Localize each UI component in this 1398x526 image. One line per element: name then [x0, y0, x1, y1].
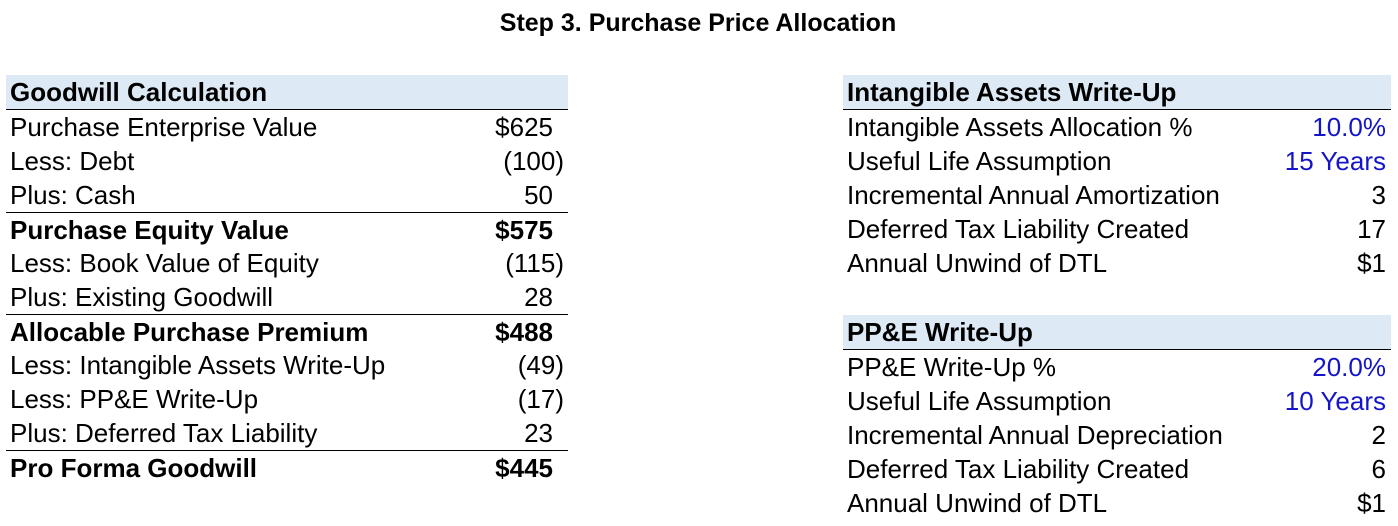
row-value: $1 [1357, 488, 1386, 518]
row-value: 3 [1371, 180, 1386, 210]
table-row: Less: PP&E Write-Up (17) [6, 382, 568, 416]
row-label: Plus: Cash [10, 180, 136, 210]
ppe-writeup-table: PP&E Write-Up PP&E Write-Up % 20.0% Usef… [843, 315, 1391, 520]
row-label: Annual Unwind of DTL [847, 488, 1108, 518]
input-value: 15 Years [1284, 146, 1386, 176]
row-label: Deferred Tax Liability Created [847, 454, 1190, 484]
subtotal-row: Allocable Purchase Premium $488 [6, 314, 568, 348]
row-value: 28 [524, 282, 553, 312]
row-label: Less: Debt [10, 146, 135, 176]
row-label: Annual Unwind of DTL [847, 248, 1108, 278]
row-label: Useful Life Assumption [847, 386, 1112, 416]
input-value: 10.0% [1312, 112, 1386, 142]
table-row: Less: Debt (100) [6, 144, 568, 178]
row-label: Purchase Enterprise Value [10, 112, 318, 142]
row-value: 50 [524, 180, 553, 210]
table-row: Less: Book Value of Equity (115) [6, 246, 568, 280]
row-value: 6 [1371, 454, 1386, 484]
row-label: PP&E Write-Up % [847, 352, 1057, 382]
table-row: Annual Unwind of DTL $1 [843, 246, 1391, 280]
table-row: Incremental Annual Amortization 3 [843, 178, 1391, 212]
row-value: 17 [1357, 214, 1386, 244]
total-row: Pro Forma Goodwill $445 [6, 450, 568, 484]
subtotal-row: Purchase Equity Value $575 [6, 212, 568, 246]
ppe-writeup-header: PP&E Write-Up [843, 315, 1391, 350]
row-label: Less: Intangible Assets Write-Up [10, 350, 386, 380]
table-row: Useful Life Assumption 10 Years [843, 384, 1391, 418]
goodwill-calculation-header: Goodwill Calculation [6, 75, 568, 110]
row-value: (100) [503, 146, 564, 176]
row-value: $445 [495, 453, 553, 483]
row-value: 23 [524, 418, 553, 448]
row-value: $625 [495, 112, 553, 142]
table-row: Deferred Tax Liability Created 6 [843, 452, 1391, 486]
input-value: 20.0% [1312, 352, 1386, 382]
table-row: Less: Intangible Assets Write-Up (49) [6, 348, 568, 382]
row-label: Deferred Tax Liability Created [847, 214, 1190, 244]
row-label: Plus: Existing Goodwill [10, 282, 273, 312]
row-value: $488 [495, 317, 553, 347]
row-label: Incremental Annual Amortization [847, 180, 1220, 210]
table-row: Plus: Deferred Tax Liability 23 [6, 416, 568, 450]
table-row: Deferred Tax Liability Created 17 [843, 212, 1391, 246]
table-row: Intangible Assets Allocation % 10.0% [843, 110, 1391, 144]
input-value: 10 Years [1284, 386, 1386, 416]
table-row: Useful Life Assumption 15 Years [843, 144, 1391, 178]
row-label: Useful Life Assumption [847, 146, 1112, 176]
row-label: Allocable Purchase Premium [10, 317, 369, 347]
table-row: Plus: Existing Goodwill 28 [6, 280, 568, 314]
intangible-assets-table: Intangible Assets Write-Up Intangible As… [843, 75, 1391, 280]
intangible-assets-header: Intangible Assets Write-Up [843, 75, 1391, 110]
table-row: Annual Unwind of DTL $1 [843, 486, 1391, 520]
table-row: Plus: Cash 50 [6, 178, 568, 212]
row-value: $1 [1357, 248, 1386, 278]
row-value: 2 [1371, 420, 1386, 450]
table-row: PP&E Write-Up % 20.0% [843, 350, 1391, 384]
row-label: Pro Forma Goodwill [10, 453, 258, 483]
row-value: $575 [495, 215, 553, 245]
row-label: Intangible Assets Allocation % [847, 112, 1193, 142]
row-label: Less: PP&E Write-Up [10, 384, 259, 414]
row-value: (115) [505, 248, 564, 278]
table-row: Incremental Annual Depreciation 2 [843, 418, 1391, 452]
goodwill-calculation-table: Goodwill Calculation Purchase Enterprise… [6, 75, 568, 484]
row-value: (17) [517, 384, 564, 414]
row-label: Less: Book Value of Equity [10, 248, 319, 278]
table-row: Purchase Enterprise Value $625 [6, 110, 568, 144]
page-title: Step 3. Purchase Price Allocation [499, 9, 897, 37]
row-label: Plus: Deferred Tax Liability [10, 418, 318, 448]
row-label: Incremental Annual Depreciation [847, 420, 1223, 450]
row-label: Purchase Equity Value [10, 215, 289, 245]
row-value: (49) [517, 350, 564, 380]
